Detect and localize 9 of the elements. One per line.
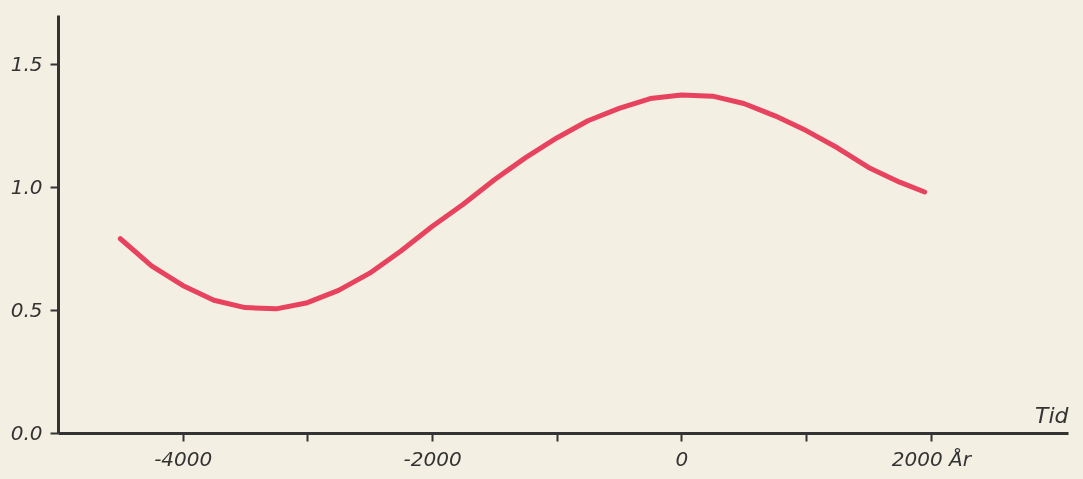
y-tick-label: 1.0 [10, 174, 43, 199]
x-tick-label: 2000 År [891, 446, 973, 471]
y-tick-label: 0.5 [10, 297, 43, 322]
y-tick-label: 1.5 [10, 51, 43, 76]
y-tick-label: 0.0 [10, 420, 43, 445]
x-axis-title: Tid [1034, 402, 1070, 428]
x-tick-label: -4000 [154, 446, 213, 471]
x-tick-label: -2000 [403, 446, 462, 471]
x-tick-label: 0 [675, 446, 689, 471]
